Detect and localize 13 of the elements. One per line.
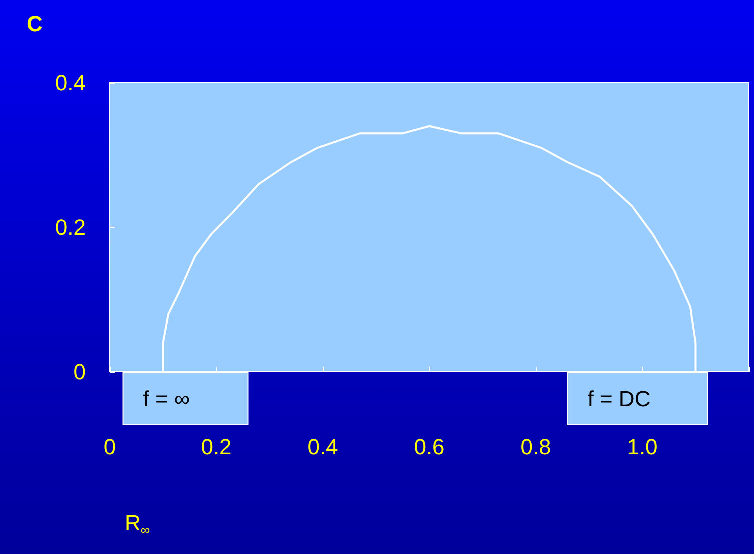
chart-title: C: [27, 12, 43, 36]
y-tick-label: 0: [74, 360, 86, 384]
x-tick-label: 0: [104, 434, 116, 460]
x-tick-label: 0.6: [414, 434, 445, 460]
x-axis-title: R∞: [125, 510, 150, 538]
x-tick-label: 0.4: [308, 434, 338, 460]
annotation: f = ∞: [143, 386, 190, 412]
annotation: f = DC: [588, 386, 651, 412]
x-tick-label: 1.0: [627, 434, 658, 460]
x-tick-label: 0.8: [520, 434, 552, 460]
y-tick-label: 0.2: [55, 215, 86, 240]
x-tick-label: 0.2: [201, 434, 232, 460]
y-tick-label: 0.4: [55, 70, 86, 96]
